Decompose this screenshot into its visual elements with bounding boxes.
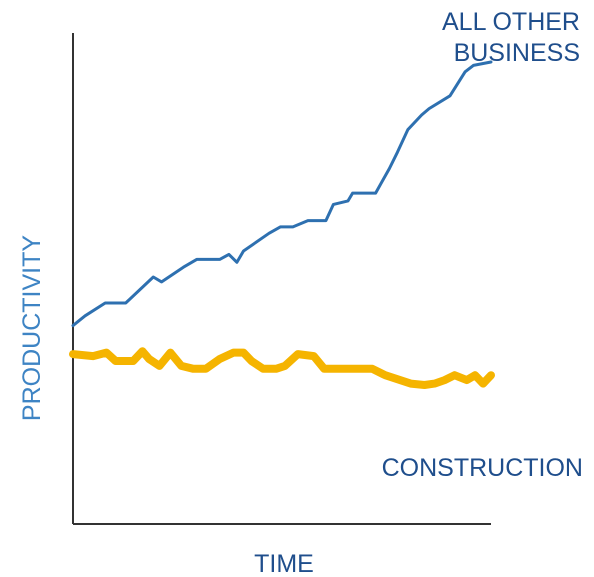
series-line-all-other-business — [71, 60, 493, 328]
series-label-all-other-business-line-1: ALL OTHER — [442, 8, 580, 36]
x-axis-title: TIME — [254, 550, 314, 577]
y-axis-title: PRODUCTIVITY — [18, 235, 46, 421]
series-line-construction — [69, 347, 495, 389]
series-label-construction: CONSTRUCTION — [382, 454, 583, 482]
series-label-all-other-business-line-2: BUSINESS — [454, 39, 580, 67]
